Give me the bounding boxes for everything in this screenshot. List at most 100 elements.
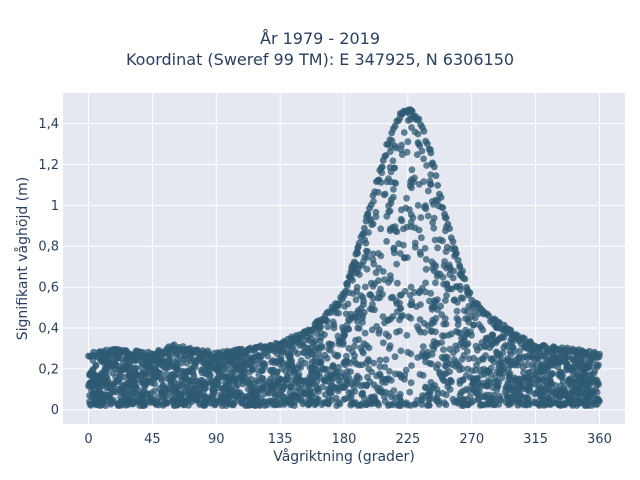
scatter-point [524,355,531,362]
scatter-point [220,366,228,374]
scatter-point [460,402,467,409]
x-tick-label: 0 [84,432,92,447]
scatter-point [365,229,372,236]
scatter-point [361,329,369,337]
scatter-point [368,368,375,376]
scatter-point [439,375,447,383]
scatter-point [294,350,302,357]
scatter-point [532,399,540,407]
scatter-point [407,350,415,358]
scatter-point [100,397,107,405]
scatter-point [196,401,204,408]
scatter-point [377,225,385,233]
scatter-point [435,397,443,405]
scatter-point [147,398,155,406]
scatter-point [575,399,583,406]
scatter-point [367,291,374,299]
scatter-point [434,270,441,277]
scatter-point [102,367,110,375]
scatter-point [505,371,513,379]
scatter-point [381,152,389,160]
scatter-point [460,343,468,351]
scatter-point [111,360,119,368]
scatter-point [427,171,435,179]
scatter-point [277,354,285,362]
scatter-point [129,400,137,408]
scatter-point [385,332,392,340]
scatter-point [460,307,468,314]
scatter-point [512,360,520,367]
scatter-point [390,246,398,253]
scatter-point [526,388,534,395]
scatter-point [472,342,480,350]
scatter-point [373,372,380,380]
scatter-point [390,387,398,394]
scatter-point [419,349,426,357]
scatter-point [347,393,355,401]
scatter-point [479,355,487,363]
scatter-point [379,339,387,347]
scatter-point [380,191,388,199]
scatter-point [407,283,415,291]
scatter-point [444,383,452,391]
scatter-point [408,107,416,115]
scatter-point [313,344,321,351]
scatter-point [347,368,354,376]
scatter-point [290,370,298,378]
scatter-point [353,283,361,291]
scatter-point [408,124,415,131]
scatter-point [534,353,542,361]
scatter-point [337,337,344,345]
scatter-point [362,217,370,225]
scatter-point [344,279,351,287]
scatter-point [333,353,341,360]
scatter-point [442,214,450,222]
scatter-point [495,379,503,386]
scatter-point [446,225,453,233]
scatter-point [463,330,471,338]
scatter-point [422,288,429,296]
scatter-point [378,164,385,172]
x-tick-label: 315 [523,432,548,447]
scatter-point [416,287,424,295]
scatter-point [198,380,206,388]
scatter-point [504,379,512,387]
scatter-point [361,283,369,291]
scatter-point [316,358,324,366]
scatter-point [330,324,338,332]
scatter-point [526,376,533,384]
scatter-point [210,364,217,372]
scatter-point [425,390,433,398]
scatter-point [422,358,429,366]
scatter-point [218,385,226,392]
scatter-point [171,378,179,386]
scatter-point [278,387,285,395]
scatter-point [356,324,363,332]
y-tick-label: 1,4 [38,117,59,132]
scatter-point [169,386,177,394]
chart-title-line1: År 1979 - 2019 [260,29,380,48]
scatter-point [366,378,374,385]
scatter-point [359,230,367,238]
scatter-point [558,374,566,381]
x-tick-label: 45 [144,432,161,447]
scatter-point [275,379,282,386]
scatter-point [472,366,480,374]
scatter-point [416,371,424,378]
scatter-point [407,379,415,387]
scatter-point [199,365,207,373]
scatter-point [566,376,574,384]
y-tick-label: 1,2 [38,158,59,173]
scatter-point [430,224,438,232]
scatter-point [176,396,184,404]
scatter-point [417,251,424,258]
y-axis-ticks: 0 0,2 0,4 0,6 0,8 1 1,2 1,4 [38,117,59,418]
scatter-point [434,296,441,303]
scatter-point [453,250,460,257]
x-axis-ticks: 0 45 90 135 180 225 270 315 360 [84,432,611,447]
scatter-point [442,297,449,304]
scatter-point [178,381,186,388]
scatter-point [505,401,512,409]
scatter-point [351,352,358,360]
scatter-point [321,391,329,398]
